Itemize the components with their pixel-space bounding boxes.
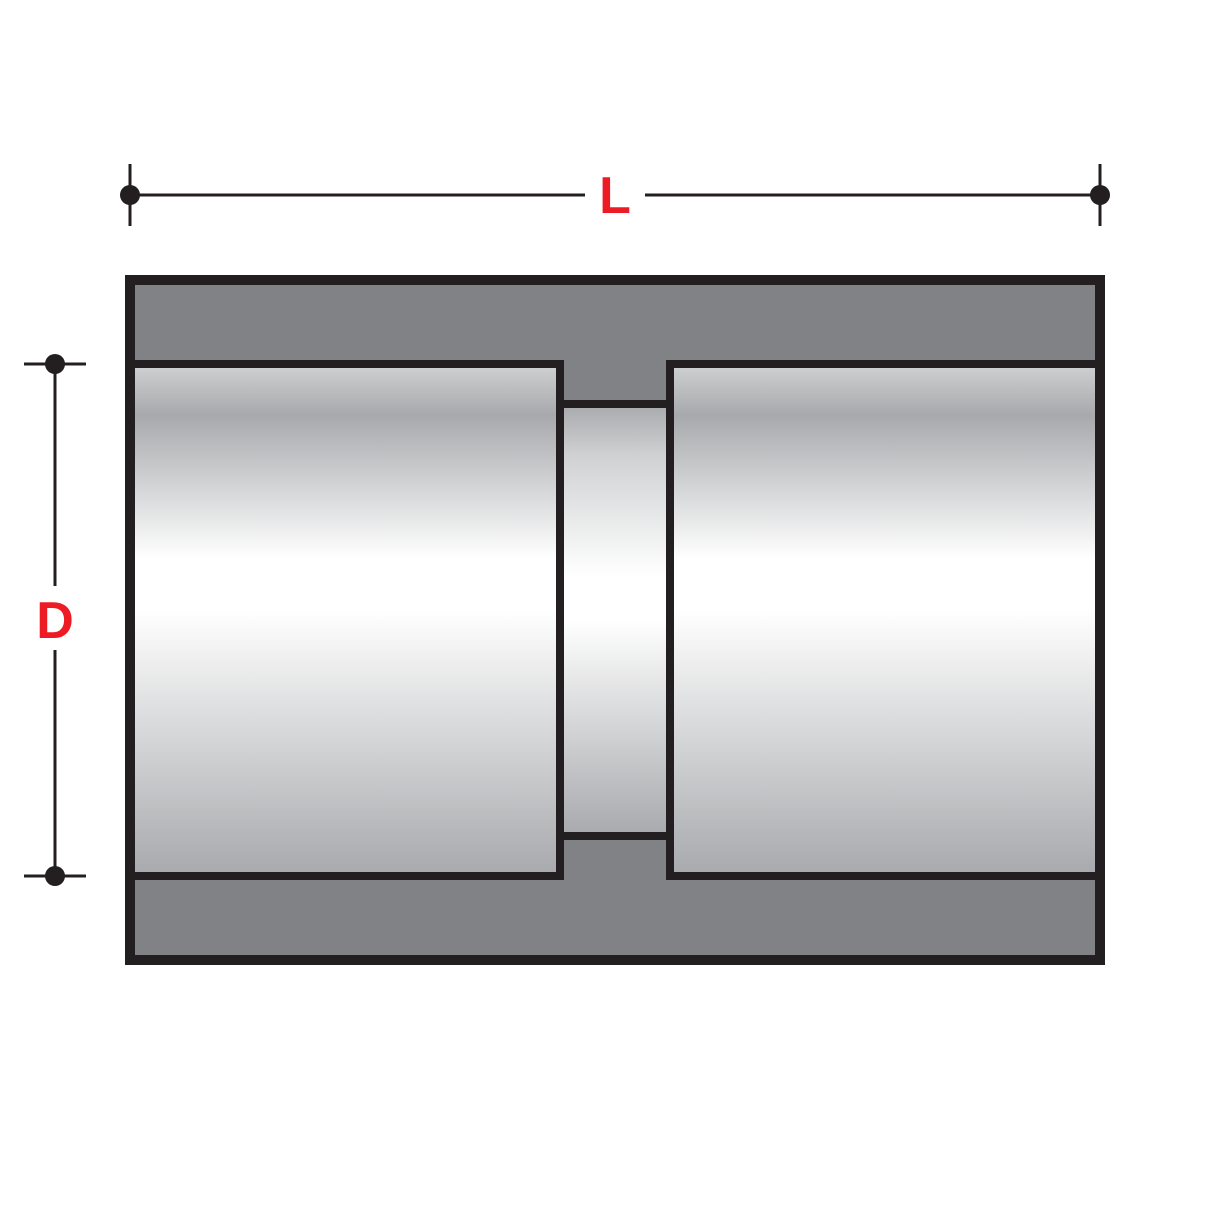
dimension-D-terminator (45, 866, 65, 886)
dimension-D-label: D (36, 592, 74, 650)
right-bore (670, 364, 1100, 876)
dimension-L-terminator (1090, 185, 1110, 205)
dimension-D-terminator (45, 354, 65, 374)
dimension-L-label: L (599, 167, 631, 225)
center-bore (560, 404, 670, 836)
dimension-L-terminator (120, 185, 140, 205)
left-bore (130, 364, 560, 876)
